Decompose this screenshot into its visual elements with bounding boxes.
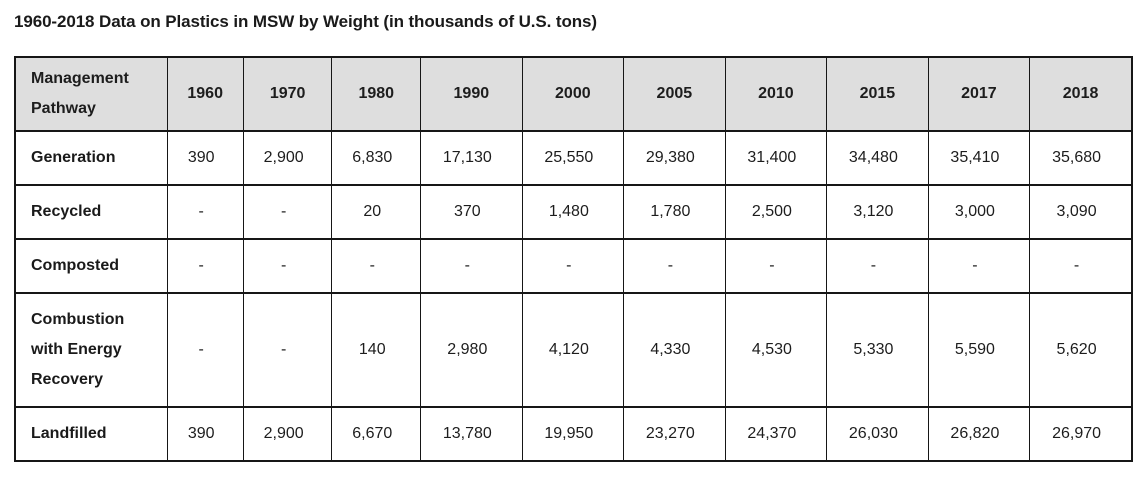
page-title: 1960-2018 Data on Plastics in MSW by Wei… — [14, 12, 597, 31]
table-row-landfilled: Landfilled 390 2,900 6,670 13,780 19,950… — [14, 406, 1133, 462]
row-label: Recycled — [14, 184, 168, 240]
table-cell: 35,680 — [1029, 130, 1133, 186]
table-cell: - — [166, 292, 244, 408]
table-cell: 17,130 — [420, 130, 523, 186]
table-cell: 35,410 — [927, 130, 1031, 186]
table-cell: 1,480 — [521, 184, 625, 240]
table-cell-highlighted: 26,970 — [1029, 406, 1133, 462]
highlighter-mark: 3,090 — [1057, 197, 1097, 227]
plastics-msw-table: Management Pathway 1960 1970 1980 1990 2… — [14, 56, 1133, 462]
table-row-combustion: Combustion with Energy Recovery - - 140 … — [14, 292, 1133, 408]
table-cell: 19,950 — [521, 406, 625, 462]
table-cell: - — [724, 238, 828, 294]
table-cell: - — [242, 238, 333, 294]
cell-value: 5,620 — [1056, 341, 1097, 358]
table-cell: 26,820 — [927, 406, 1031, 462]
table-cell: 6,670 — [331, 406, 422, 462]
column-header-1970: 1970 — [242, 56, 333, 132]
table-cell: - — [1029, 238, 1133, 294]
table-cell: - — [242, 184, 333, 240]
table-row-composted: Composted - - - - - - - - - - — [14, 238, 1133, 294]
table-cell: 140 — [331, 292, 422, 408]
cell-value: 26,970 — [1052, 425, 1102, 442]
column-header-2010: 2010 — [724, 56, 828, 132]
highlighter-mark: 26,970 — [1052, 419, 1101, 449]
table-cell: - — [166, 184, 244, 240]
table-cell: 4,530 — [724, 292, 828, 408]
column-header-2015: 2015 — [826, 56, 929, 132]
table-cell: 2,500 — [724, 184, 828, 240]
table-cell: 23,270 — [623, 406, 726, 462]
table-cell: 13,780 — [420, 406, 523, 462]
table-cell: - — [420, 238, 523, 294]
row-label: Composted — [14, 238, 168, 294]
table-cell: 6,830 — [331, 130, 422, 186]
column-header-2018: 2018 — [1029, 56, 1133, 132]
table-body: Generation 390 2,900 6,830 17,130 25,550… — [14, 130, 1133, 462]
table-cell: 34,480 — [826, 130, 929, 186]
column-header-2017: 2017 — [927, 56, 1031, 132]
table-cell: 1,780 — [623, 184, 726, 240]
table-cell: 4,330 — [623, 292, 726, 408]
table-cell: 29,380 — [623, 130, 726, 186]
table-cell: 31,400 — [724, 130, 828, 186]
table-cell: - — [521, 238, 625, 294]
table-cell: 3,120 — [826, 184, 929, 240]
row-label: Generation — [14, 130, 168, 186]
table-cell: - — [166, 238, 244, 294]
column-header-2005: 2005 — [623, 56, 726, 132]
table-cell: 20 — [331, 184, 422, 240]
table-cell: 25,550 — [521, 130, 625, 186]
table-cell: - — [826, 238, 929, 294]
page: 1960-2018 Data on Plastics in MSW by Wei… — [0, 0, 1147, 462]
table-cell: 5,330 — [826, 292, 929, 408]
table-row-generation: Generation 390 2,900 6,830 17,130 25,550… — [14, 130, 1133, 186]
table-cell: 2,900 — [242, 130, 333, 186]
row-label: Combustion with Energy Recovery — [14, 292, 168, 408]
table-cell: 2,980 — [420, 292, 523, 408]
header-row: Management Pathway 1960 1970 1980 1990 2… — [14, 56, 1133, 132]
table-header: Management Pathway 1960 1970 1980 1990 2… — [14, 56, 1133, 132]
highlighter-mark: 5,620 — [1057, 335, 1097, 365]
table-cell: - — [623, 238, 726, 294]
table-cell: 4,120 — [521, 292, 625, 408]
table-cell-highlighted: 5,620 — [1029, 292, 1133, 408]
table-cell: - — [927, 238, 1031, 294]
table-cell: - — [242, 292, 333, 408]
table-cell: 370 — [420, 184, 523, 240]
row-label: Landfilled — [14, 406, 168, 462]
column-header-1960: 1960 — [166, 56, 244, 132]
table-cell-highlighted: 3,090 — [1029, 184, 1133, 240]
table-cell: 2,900 — [242, 406, 333, 462]
table-cell: - — [331, 238, 422, 294]
table-row-recycled: Recycled - - 20 370 1,480 1,780 2,500 3,… — [14, 184, 1133, 240]
column-header-2000: 2000 — [521, 56, 625, 132]
column-header-management-pathway: Management Pathway — [14, 56, 168, 132]
table-cell: 5,590 — [927, 292, 1031, 408]
column-header-1980: 1980 — [331, 56, 422, 132]
table-cell: 26,030 — [826, 406, 929, 462]
table-cell: 24,370 — [724, 406, 828, 462]
cell-value: 3,090 — [1056, 203, 1097, 220]
column-header-1990: 1990 — [420, 56, 523, 132]
table-cell: 390 — [166, 406, 244, 462]
table-cell: 3,000 — [927, 184, 1031, 240]
table-cell: 390 — [166, 130, 244, 186]
